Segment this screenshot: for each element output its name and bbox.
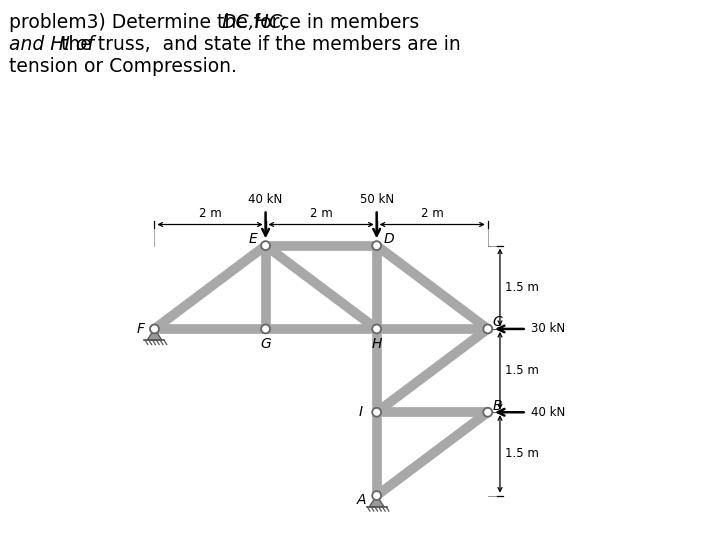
Circle shape	[483, 325, 492, 333]
Text: 1.5 m: 1.5 m	[505, 281, 539, 294]
Circle shape	[261, 241, 270, 250]
Text: 1.5 m: 1.5 m	[505, 448, 539, 461]
Text: and HI of: and HI of	[9, 35, 100, 54]
Polygon shape	[148, 329, 162, 340]
Circle shape	[372, 491, 381, 500]
Circle shape	[372, 408, 381, 417]
Circle shape	[261, 325, 270, 333]
Text: tension or Compression.: tension or Compression.	[9, 57, 237, 76]
Text: B: B	[493, 399, 503, 413]
Text: 1.5 m: 1.5 m	[505, 364, 539, 377]
Text: 2 m: 2 m	[199, 206, 222, 220]
Text: H: H	[372, 338, 382, 352]
Text: C: C	[493, 315, 503, 329]
Text: 50 kN: 50 kN	[359, 193, 394, 206]
Circle shape	[483, 408, 492, 417]
Text: 40 kN: 40 kN	[531, 406, 565, 419]
Text: A: A	[356, 493, 366, 507]
Text: D: D	[384, 232, 394, 246]
Text: the truss,  and state if the members are in: the truss, and state if the members are …	[61, 35, 461, 54]
Text: G: G	[260, 338, 271, 352]
Text: problem3) Determine the force in members: problem3) Determine the force in members	[9, 14, 426, 32]
Circle shape	[150, 325, 159, 333]
Text: F: F	[137, 322, 145, 336]
Circle shape	[372, 241, 381, 250]
Text: 2 m: 2 m	[420, 206, 444, 220]
Circle shape	[372, 325, 381, 333]
Text: 30 kN: 30 kN	[531, 322, 565, 335]
Text: 2 m: 2 m	[310, 206, 333, 220]
Text: 40 kN: 40 kN	[248, 193, 283, 206]
Text: I: I	[359, 405, 363, 419]
Text: E: E	[249, 232, 258, 246]
Polygon shape	[369, 496, 384, 507]
Text: DC,HC,: DC,HC,	[222, 14, 289, 32]
